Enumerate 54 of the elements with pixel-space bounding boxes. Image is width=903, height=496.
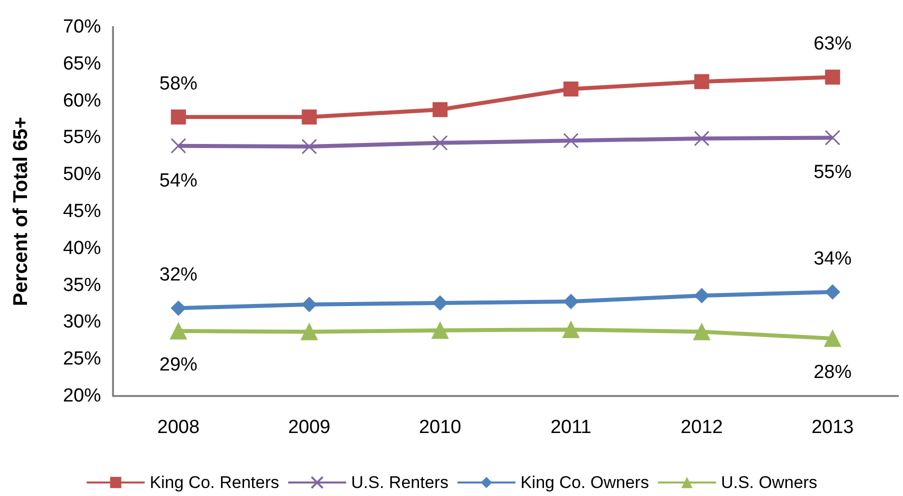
point: [824, 130, 840, 146]
point: [170, 322, 187, 340]
point: [170, 300, 186, 316]
data-label: 54%: [159, 170, 198, 192]
point: [432, 296, 448, 311]
x-tick-label: 2011: [550, 417, 592, 438]
point: [563, 294, 578, 310]
legend-label: King Co. Renters: [150, 473, 280, 492]
point: [432, 135, 448, 151]
legend-label: U.S. Renters: [351, 473, 448, 492]
x-tick-label: 2010: [418, 417, 462, 438]
point: [562, 321, 580, 338]
point: [432, 322, 449, 339]
point: [694, 74, 710, 90]
y-axis-title: Percent of Total 65+: [10, 116, 32, 306]
data-label: 32%: [159, 264, 198, 286]
y-tick-label: 70%: [62, 16, 102, 38]
y-tick-label: 25%: [62, 348, 102, 370]
y-tick-label: 50%: [62, 164, 102, 186]
data-label: 29%: [159, 354, 198, 376]
x-tick-label: 2013: [811, 417, 854, 438]
point: [824, 330, 842, 347]
point: [563, 81, 578, 96]
point: [825, 70, 840, 85]
data-label: 58%: [159, 74, 198, 95]
point: [302, 110, 317, 125]
data-label: 34%: [814, 248, 852, 270]
data-label: 55%: [814, 162, 852, 184]
y-tick-label: 45%: [62, 201, 102, 222]
x-tick-label: 2012: [680, 417, 723, 438]
y-tick-label: 35%: [62, 274, 102, 296]
point: [825, 284, 840, 300]
point: [432, 102, 448, 118]
point: [694, 130, 710, 146]
point: [170, 110, 186, 125]
point: [563, 132, 579, 148]
legend-label: King Co. Owners: [520, 473, 649, 492]
point: [693, 323, 710, 340]
point: [694, 288, 710, 304]
y-tick-label: 60%: [62, 90, 102, 112]
data-label: 63%: [814, 34, 852, 55]
y-tick-label: 20%: [62, 386, 102, 406]
legend-label: U.S. Owners: [720, 473, 818, 492]
data-label: 28%: [814, 362, 852, 383]
y-tick-label: 55%: [62, 127, 102, 148]
point: [170, 138, 186, 154]
y-tick-label: 65%: [62, 53, 102, 74]
point: [302, 296, 317, 312]
y-tick-label: 30%: [62, 312, 102, 333]
x-tick-label: 2008: [157, 417, 200, 438]
x-tick-label: 2009: [288, 417, 330, 438]
point: [302, 138, 317, 154]
point: [300, 323, 318, 340]
y-tick-label: 40%: [62, 238, 102, 259]
